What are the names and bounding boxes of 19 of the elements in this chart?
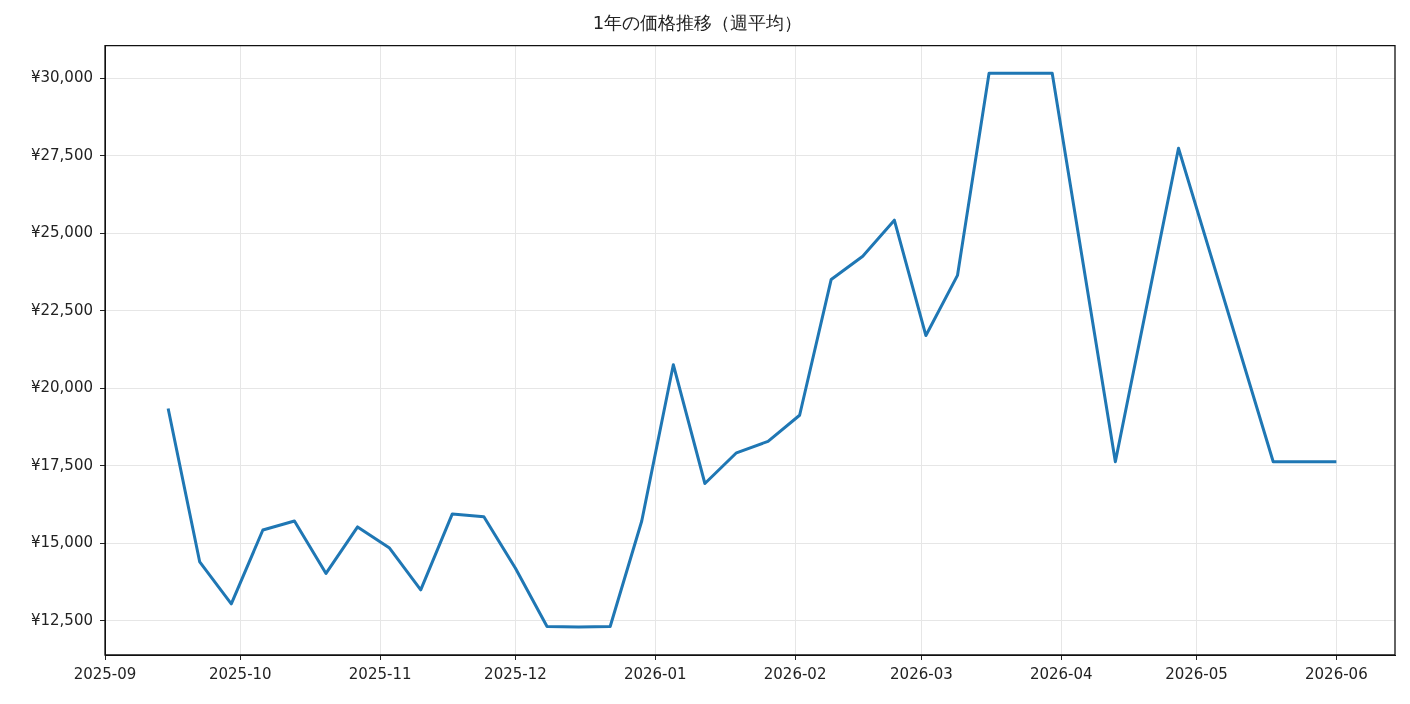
x-tick-label: 2026-05 [1165, 664, 1228, 683]
y-tick-label: ¥25,000 [30, 223, 93, 242]
y-tick-label: ¥30,000 [30, 68, 93, 87]
y-tick-label: ¥17,500 [30, 455, 93, 474]
x-tick-label: 2026-04 [1029, 664, 1093, 683]
x-tick-label: 2025-11 [348, 664, 412, 683]
x-tick-label: 2025-09 [73, 664, 137, 683]
y-tick-label: ¥12,500 [30, 610, 93, 629]
y-tick-label: ¥15,000 [30, 533, 93, 552]
x-tick-label: 2025-10 [208, 664, 272, 683]
chart-title: 1年の価格推移（週平均） [592, 12, 803, 34]
x-tick-label: 2026-02 [763, 664, 827, 683]
y-tick-label: ¥22,500 [30, 300, 93, 319]
x-tick-label: 2025-12 [484, 664, 547, 683]
y-tick-label: ¥20,000 [30, 378, 93, 397]
x-tick-label: 2026-06 [1305, 664, 1368, 683]
y-tick-label: ¥27,500 [30, 145, 93, 164]
x-tick-label: 2026-01 [623, 664, 687, 683]
x-tick-label: 2026-03 [890, 664, 953, 683]
